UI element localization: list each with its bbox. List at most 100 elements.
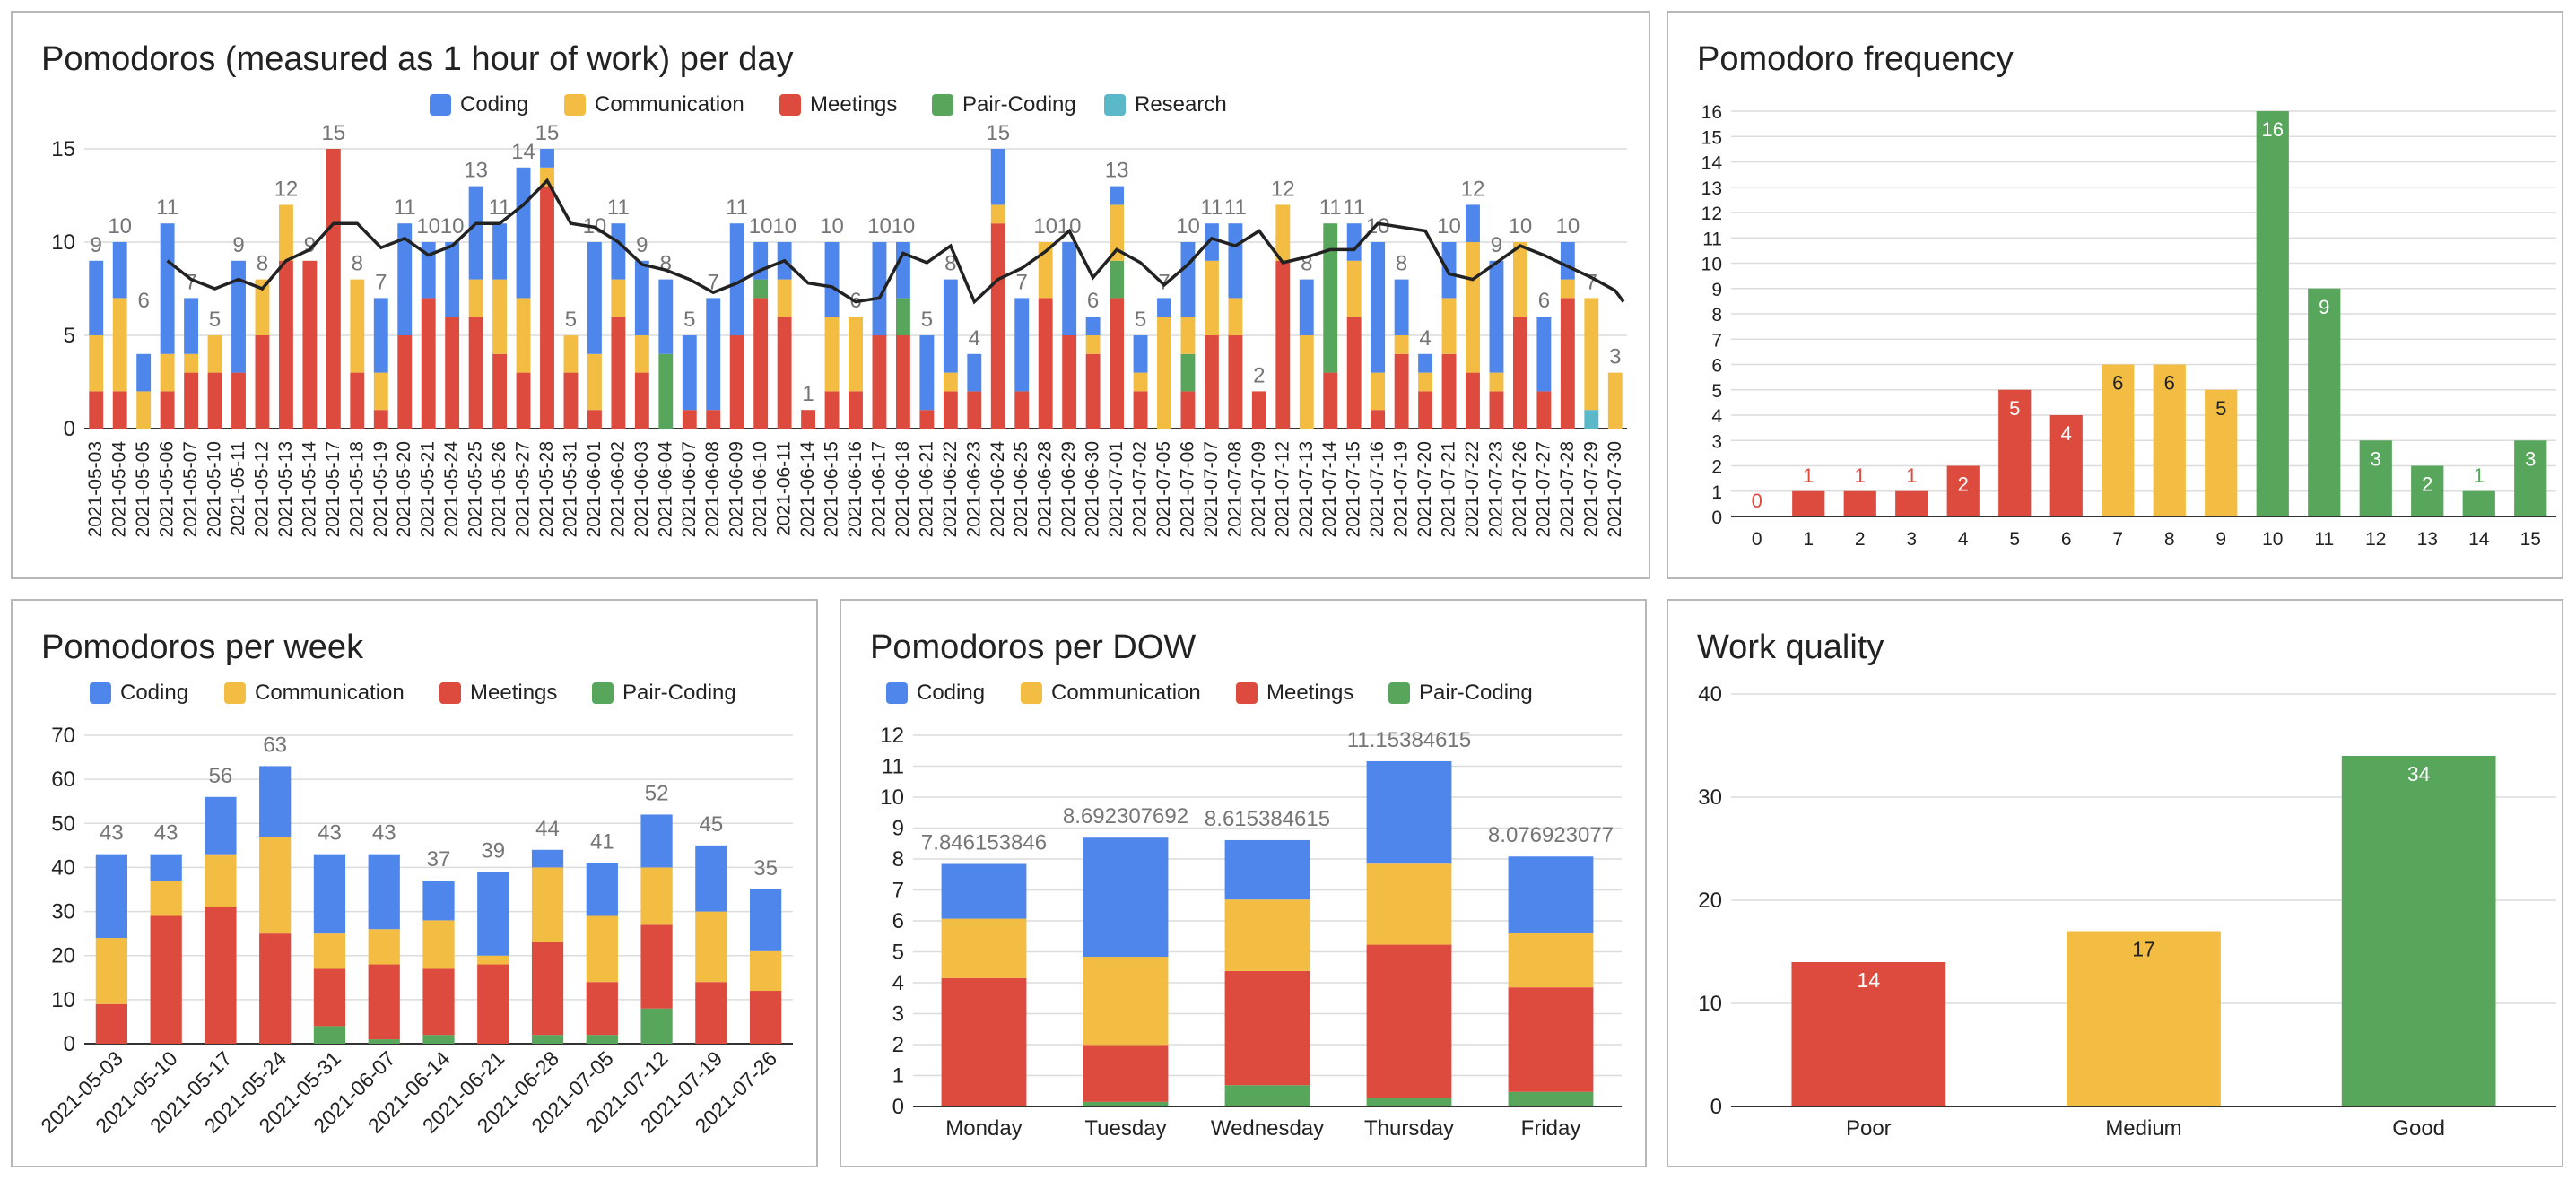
total-label: 41 xyxy=(590,830,614,855)
chart-title: Work quality xyxy=(1697,629,1884,666)
legend-label-pair_coding: Pair-Coding xyxy=(622,681,736,705)
data-label: 4 xyxy=(2061,422,2072,445)
bar-segment-coding xyxy=(749,889,782,951)
bar-segment-coding xyxy=(1083,837,1169,958)
bar-segment-pair_coding xyxy=(531,1035,564,1044)
legend-label-coding: Coding xyxy=(917,681,985,705)
bar-segment-pair_coding xyxy=(368,1039,400,1044)
legend-swatch-pair_coding xyxy=(932,94,953,116)
y-tick-label: 40 xyxy=(1698,682,1722,707)
x-tick-label: 4 xyxy=(1958,529,1969,550)
total-label: 45 xyxy=(699,812,723,837)
x-tick-label: 2021-05-11 xyxy=(228,441,248,536)
legend-label-pair_coding: Pair-Coding xyxy=(962,92,1076,117)
bar-segment-communication xyxy=(531,867,564,942)
data-label: 5 xyxy=(2215,397,2226,420)
x-tick-label: 2021-06-14 xyxy=(797,441,818,538)
bar-segment-meetings xyxy=(749,991,782,1044)
bar-segment-communication xyxy=(1508,933,1594,988)
y-tick-label: 30 xyxy=(1698,785,1722,810)
x-tick-label: 2021-05-04 xyxy=(109,441,130,538)
bar-segment-coding xyxy=(477,872,509,956)
bar-segment-meetings xyxy=(587,410,602,429)
bar-segment-meetings xyxy=(1323,372,1338,429)
total-label: 10 xyxy=(1176,214,1200,239)
data-label: 5 xyxy=(2009,397,2020,420)
total-label: 15 xyxy=(986,121,1010,145)
bar-segment-coding xyxy=(1180,242,1196,317)
bar-segment-coding xyxy=(136,353,152,392)
work-quality-chart: Work quality 10 20 30 40 0 14 Poor 17 Medium 34 Goo… xyxy=(1667,599,2563,1167)
x-tick-label: 13 xyxy=(2417,529,2438,550)
x-tick-label: 2021-07-23 xyxy=(1485,441,1506,537)
bar-segment-meetings xyxy=(1275,260,1291,429)
y-tick-label: 13 xyxy=(1701,178,1722,199)
bar-segment-coding xyxy=(1228,223,1243,299)
bar-segment-coding xyxy=(540,149,554,168)
bar-segment-communication xyxy=(1083,957,1169,1046)
bar-segment-communication xyxy=(422,920,455,969)
x-tick-label: 2021-06-11 xyxy=(774,441,795,536)
total-label: 35 xyxy=(753,856,778,881)
y-tick-label: 5 xyxy=(1711,381,1722,402)
bar-segment-pair_coding xyxy=(1323,223,1338,373)
bar-segment-meetings xyxy=(492,353,508,429)
data-label: 2 xyxy=(1958,473,1969,496)
bar-segment-meetings xyxy=(95,1003,128,1044)
bar-segment-communication xyxy=(563,335,579,373)
bar-segment-coding xyxy=(1062,242,1077,335)
bar-segment-meetings xyxy=(540,186,554,429)
bar-segment-meetings xyxy=(1466,372,1480,429)
bar-segment-communication xyxy=(207,335,222,373)
bar xyxy=(2411,465,2444,516)
legend-swatch-coding xyxy=(90,682,111,704)
bar-segment-coding xyxy=(150,854,182,881)
bar-segment-communication xyxy=(477,955,509,965)
y-tick-label: 30 xyxy=(51,900,75,924)
x-tick-label: 2021-06-24 xyxy=(988,441,1008,538)
bar-segment-meetings xyxy=(849,391,863,429)
x-tick-label: 2021-06-04 xyxy=(655,441,675,538)
x-tick-label: 2021-06-08 xyxy=(702,441,723,537)
legend-label-communication: Communication xyxy=(595,92,744,117)
total-label: 11 xyxy=(1200,195,1223,220)
x-tick-label: 2021-07-01 xyxy=(1106,441,1127,537)
x-tick-label: Medium xyxy=(2105,1116,2181,1141)
bar-segment-meetings xyxy=(634,372,649,429)
bar-segment-communication xyxy=(468,279,483,317)
y-tick-label: 20 xyxy=(1698,889,1722,913)
total-label: 43 xyxy=(372,821,396,846)
y-tick-label: 40 xyxy=(51,855,75,880)
total-label: 7 xyxy=(1016,270,1028,294)
total-label: 10 xyxy=(820,214,844,239)
x-tick-label: Thursday xyxy=(1364,1116,1454,1141)
data-label: 34 xyxy=(2407,762,2431,785)
x-tick-label: 12 xyxy=(2365,529,2386,550)
bar-segment-meetings xyxy=(682,410,697,429)
bar-segment-pair_coding xyxy=(658,353,674,429)
bar-segment-coding xyxy=(941,863,1027,919)
bar xyxy=(2102,364,2135,516)
x-tick-label: 2021-06-01 xyxy=(584,441,605,537)
total-label: 10 xyxy=(1509,214,1533,239)
data-label: 17 xyxy=(2132,938,2155,961)
dow-pomodoros-chart: Pomodoros per DOW Coding Communication Meet… xyxy=(840,599,1647,1167)
chart-title: Pomodoros per DOW xyxy=(870,629,1196,666)
x-tick-label: 2021-06-23 xyxy=(963,441,984,537)
y-tick-label: 3 xyxy=(892,1002,904,1027)
bar-segment-meetings xyxy=(1418,391,1433,429)
bar-segment-coding xyxy=(1394,279,1409,335)
y-tick-label: 10 xyxy=(51,988,75,1012)
x-tick-label: 2021-05-17 xyxy=(323,441,344,537)
x-tick-label: 2021-05-03 xyxy=(85,441,106,537)
x-tick-label: 2021-06-10 xyxy=(750,441,770,537)
x-tick-label: 0 xyxy=(1752,529,1762,550)
x-tick-label: 2021-07-16 xyxy=(1367,441,1388,537)
y-tick-label: 16 xyxy=(1701,102,1722,123)
total-label: 13 xyxy=(464,159,488,183)
bar-segment-communication xyxy=(824,317,840,392)
bar-segment-meetings xyxy=(259,933,292,1044)
bar-segment-communication xyxy=(1441,298,1457,354)
total-label: 3 xyxy=(1609,345,1621,369)
data-label: 1 xyxy=(1803,464,1814,487)
